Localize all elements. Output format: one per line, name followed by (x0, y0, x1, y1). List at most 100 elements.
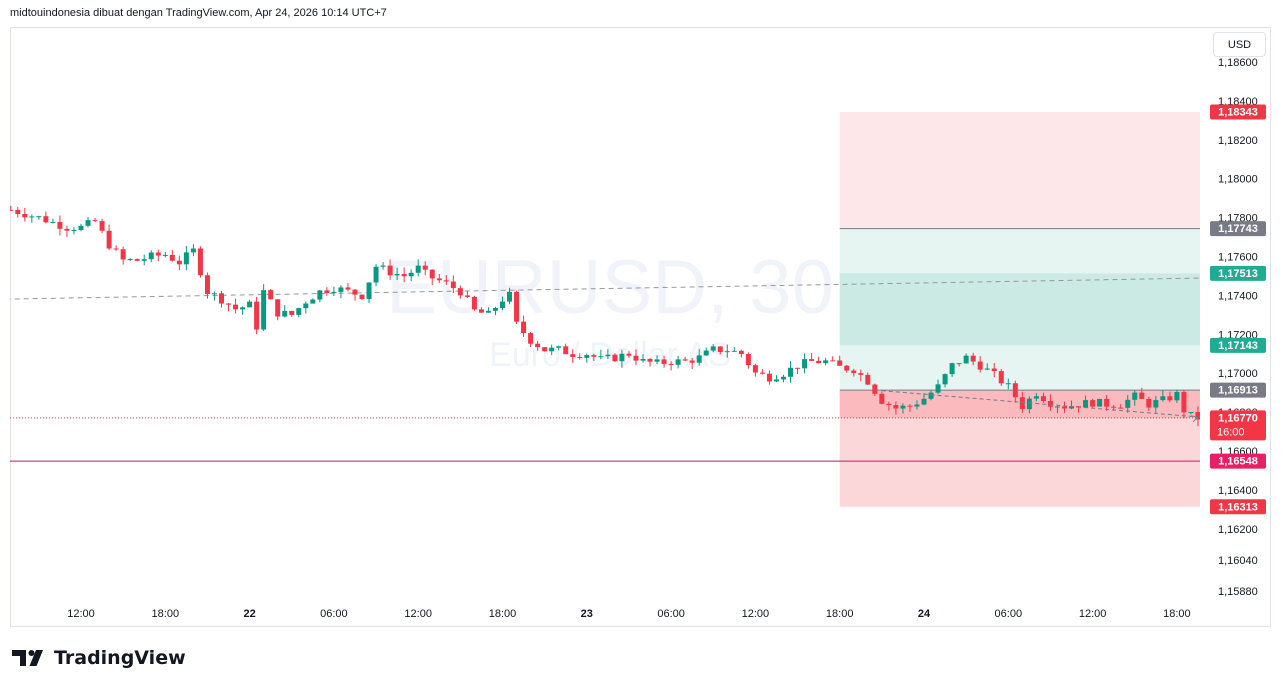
candle (1012, 380, 1018, 403)
candle-body (401, 273, 407, 277)
candle-body (303, 303, 309, 309)
trend-line (10, 277, 1200, 300)
candle-body (703, 350, 709, 356)
candle-body (696, 355, 702, 363)
candle (169, 249, 175, 262)
candle-body (956, 363, 962, 365)
candle-body (443, 280, 449, 282)
x-tick-label: 18:00 (1163, 608, 1191, 620)
candle-body (219, 293, 224, 304)
candle-body (612, 354, 618, 362)
candle-body (29, 216, 35, 218)
candle-body (1160, 396, 1166, 401)
candle-body (99, 221, 105, 231)
price-label-text: 1,18343 (1218, 106, 1258, 118)
y-tick-label: 1,17600 (1218, 251, 1258, 263)
candle (289, 310, 295, 317)
x-tick-label: 18:00 (826, 608, 854, 620)
candle-body (921, 398, 927, 405)
candle (500, 296, 505, 311)
candle-body (682, 359, 688, 361)
candle (408, 269, 414, 282)
y-tick-label: 1,16040 (1218, 555, 1258, 567)
candle (851, 368, 857, 377)
candle-body (591, 355, 597, 357)
candle-body (689, 360, 695, 363)
tradingview-logo[interactable]: TradingView (12, 645, 186, 671)
candle-body (289, 310, 295, 315)
candle-body (549, 347, 555, 352)
candle-body (879, 393, 885, 404)
candle (689, 357, 695, 369)
candle-body (731, 350, 737, 352)
candle-body (584, 355, 590, 358)
candle (29, 214, 35, 223)
x-tick-label: 06:00 (657, 608, 685, 620)
candle-body (1111, 406, 1117, 408)
candle-body (823, 360, 829, 364)
candle (1125, 395, 1131, 413)
candle-body (85, 220, 91, 226)
candle-body (1062, 406, 1067, 409)
candle-body (387, 265, 393, 276)
candle (345, 283, 351, 292)
candle (1167, 391, 1173, 403)
candle (233, 298, 239, 314)
candle-body (394, 273, 400, 276)
candle-body (233, 304, 239, 310)
candle (1040, 392, 1046, 403)
currency-button[interactable]: USD (1213, 32, 1266, 57)
candle-body (57, 221, 63, 229)
candle (148, 250, 154, 263)
chart-frame[interactable] (10, 27, 1271, 627)
price-label-tag (1210, 221, 1266, 237)
candle-body (781, 376, 786, 380)
candle-body (183, 252, 189, 265)
candle (197, 246, 203, 278)
candle-body (844, 365, 850, 371)
candle-body (422, 265, 428, 270)
candle (759, 369, 765, 375)
candle (1188, 412, 1194, 415)
candle-body (1167, 396, 1173, 401)
candle-body (247, 301, 253, 308)
candle (64, 225, 70, 238)
candle (752, 363, 758, 377)
price-label-text: 1,17143 (1218, 340, 1258, 352)
candle (696, 349, 702, 366)
candle (443, 274, 449, 285)
candle (914, 400, 920, 410)
candle (219, 290, 224, 308)
candle-body (310, 299, 316, 304)
y-tick-label: 1,18600 (1218, 57, 1258, 69)
candle (809, 352, 815, 362)
candle-body (1181, 391, 1187, 413)
candle-body (858, 373, 864, 375)
candle (1174, 389, 1180, 403)
candle (204, 272, 210, 299)
candle (773, 375, 779, 383)
candle (387, 259, 393, 280)
candle (521, 315, 527, 337)
candle (795, 367, 801, 375)
candle-body (928, 392, 934, 399)
candle (731, 347, 737, 352)
candle-body (1026, 398, 1032, 410)
candle (823, 357, 829, 366)
candle-body (204, 275, 210, 294)
candle-body (1005, 383, 1011, 385)
price-label-tag (1210, 453, 1266, 469)
candle (1033, 393, 1039, 402)
candle (1118, 404, 1124, 409)
candle (921, 392, 927, 406)
price-label-text: 1,16770 (1218, 412, 1258, 424)
candle-body (464, 295, 470, 297)
candle-body (514, 291, 520, 322)
candle-body (949, 363, 955, 375)
candle-body (485, 310, 491, 313)
x-tick-label: 23 (581, 608, 593, 620)
candle-body (197, 248, 203, 276)
candle (724, 344, 730, 358)
candle (977, 356, 983, 373)
